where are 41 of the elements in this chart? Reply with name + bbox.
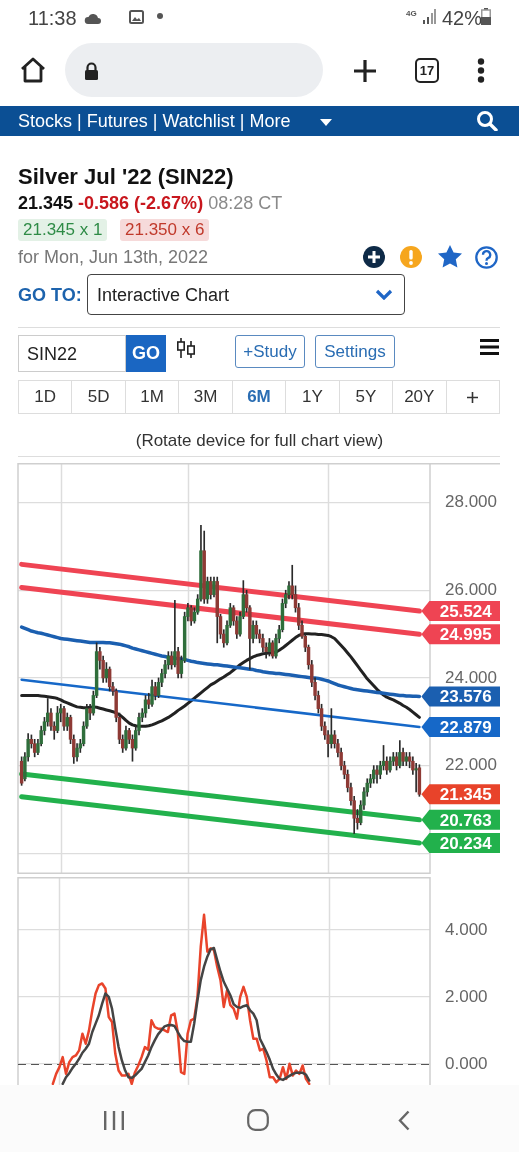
period-button: 1Y bbox=[286, 381, 340, 413]
y-tick-label: 22.000 bbox=[445, 755, 497, 775]
y-tick-label: 24.000 bbox=[445, 667, 497, 687]
price-badge: 21.345 x 1 bbox=[18, 219, 108, 241]
text: 21.345 bbox=[439, 785, 492, 805]
data-label: 25.524 bbox=[439, 601, 493, 621]
period-button: 20Y bbox=[393, 381, 447, 413]
text: 42% bbox=[442, 7, 483, 30]
text: for Mon, Jun 13th, 2022 bbox=[18, 247, 209, 268]
period-button: 6M bbox=[232, 381, 287, 413]
data-label: 20.234 bbox=[439, 833, 493, 853]
period-button: 5D bbox=[72, 381, 126, 413]
price-badge: 21.350 x 6 bbox=[120, 219, 210, 241]
go-button: GO bbox=[126, 335, 166, 372]
text: (Rotate device for full chart view) bbox=[134, 431, 385, 451]
data-label: 22.879 bbox=[439, 717, 492, 737]
period-button: 1D bbox=[19, 381, 73, 413]
text: GO TO: bbox=[18, 285, 82, 306]
y-tick-label: 2.000 bbox=[445, 986, 488, 1006]
period-button: 5Y bbox=[339, 381, 394, 413]
chart-title: Silver Jul '22 (SIN22) bbox=[18, 164, 234, 190]
chart-select-field: Interactive Chart bbox=[87, 274, 405, 315]
symbol-field: SIN22 bbox=[18, 335, 126, 372]
study-button: +Study bbox=[235, 335, 305, 368]
text: 08:28 CT bbox=[208, 193, 283, 214]
text: 21.345 bbox=[18, 193, 74, 213]
data-label: 23.576 bbox=[439, 687, 492, 707]
text: 4G bbox=[406, 9, 417, 19]
data-label: 24.995 bbox=[439, 624, 492, 644]
tabs-icon: 17 bbox=[415, 58, 439, 83]
period-button: 1M bbox=[125, 381, 180, 413]
period-button: 3M bbox=[179, 381, 233, 413]
data-label: 20.763 bbox=[439, 810, 492, 830]
text: 11:38 bbox=[28, 7, 77, 30]
site-menu: Stocks | Futures | Watchlist | More bbox=[0, 106, 519, 136]
y-tick-label: 28.000 bbox=[445, 492, 497, 512]
settings-button: Settings bbox=[315, 335, 395, 368]
text: -0.586 (-2.67%) bbox=[78, 193, 204, 214]
y-tick-label: 26.000 bbox=[445, 579, 497, 599]
y-tick-label: 0.000 bbox=[445, 1053, 488, 1073]
y-tick-label: 4.000 bbox=[445, 919, 488, 939]
